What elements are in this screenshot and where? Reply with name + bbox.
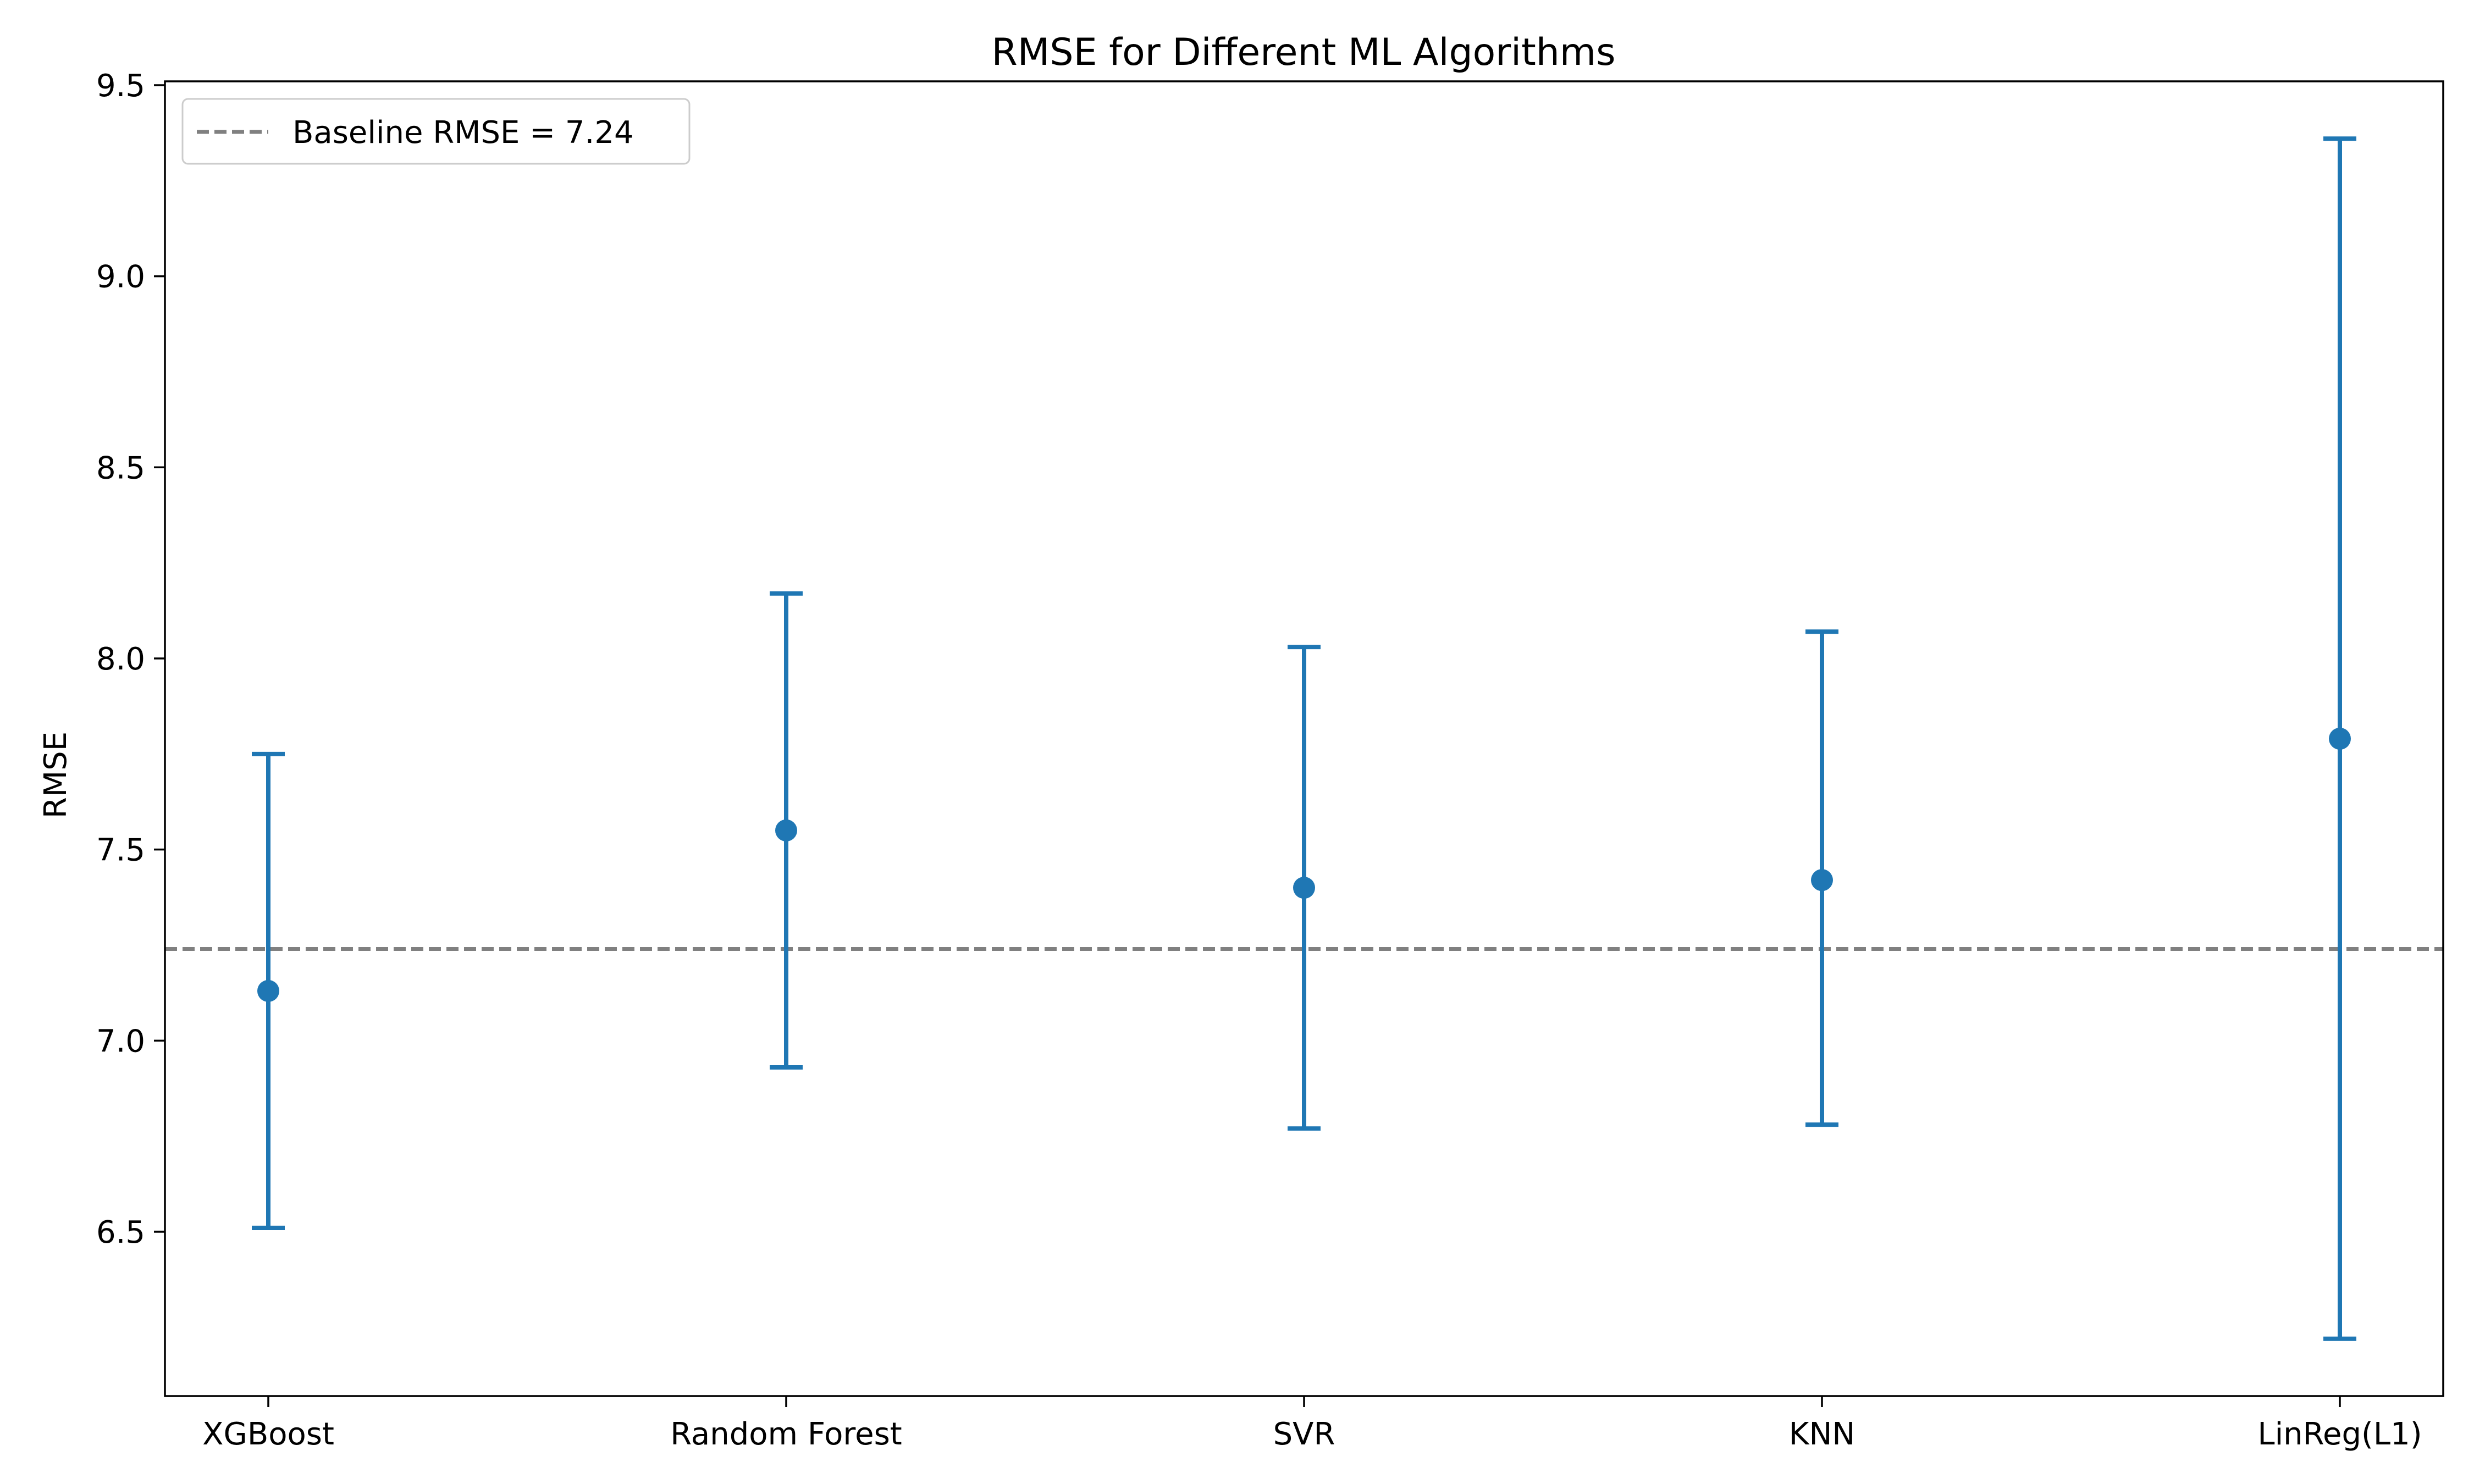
- legend-box: [181, 98, 691, 165]
- x-tick-label: SVR: [1273, 1416, 1335, 1452]
- legend-baseline-label: Baseline RMSE = 7.24: [292, 115, 634, 151]
- y-tick-label: 8.0: [96, 641, 145, 677]
- data-point: [1293, 877, 1315, 899]
- y-tick-label: 9.5: [96, 68, 145, 104]
- x-axis: XGBoost Random Forest SVR KNN LinReg(L1): [202, 1396, 2422, 1452]
- data-point: [2329, 728, 2351, 750]
- y-tick-label: 7.5: [96, 833, 145, 868]
- y-tick-label: 7.0: [96, 1023, 145, 1059]
- y-tick-label: 9.0: [96, 259, 145, 295]
- x-tick-label: KNN: [1789, 1416, 1856, 1452]
- y-tick-label: 6.5: [96, 1215, 145, 1250]
- plot-frame: [164, 80, 2444, 1397]
- errorbar-xgboost: [252, 751, 285, 1231]
- data-point: [257, 979, 279, 1002]
- y-axis: 6.5 7.0 7.5 8.0 8.5 9.0 9.5: [96, 68, 165, 1250]
- plot-area: [165, 136, 2443, 1341]
- legend: Baseline RMSE = 7.24: [181, 98, 691, 165]
- x-tick-label: Random Forest: [670, 1416, 902, 1452]
- x-tick-label: XGBoost: [202, 1416, 334, 1452]
- chart-title: RMSE for Different ML Algorithms: [991, 31, 1615, 74]
- y-tick-label: 8.5: [96, 450, 145, 486]
- y-axis-label: RMSE: [38, 732, 74, 818]
- errorbar-random-forest: [770, 591, 803, 1070]
- x-tick-label: LinReg(L1): [2257, 1416, 2422, 1452]
- data-point: [775, 819, 797, 841]
- errorbar-knn: [1805, 629, 1838, 1127]
- data-point: [1811, 869, 1833, 891]
- errorbar-svr: [1288, 645, 1321, 1131]
- errorbar-linreg-l1-: [2323, 136, 2356, 1341]
